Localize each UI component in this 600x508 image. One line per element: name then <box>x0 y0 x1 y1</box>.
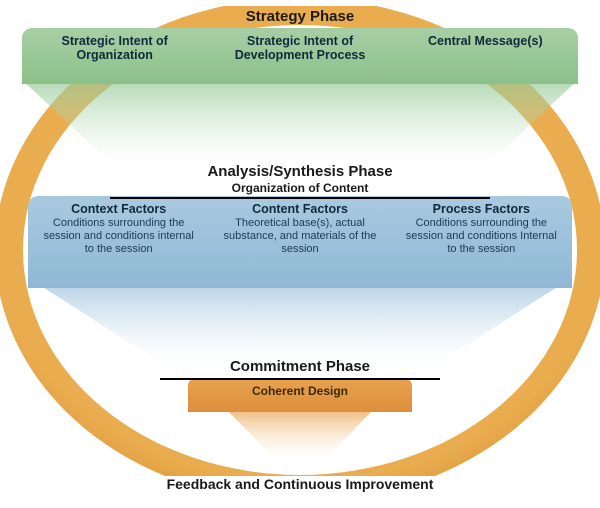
analysis-col-3-title: Process Factors <box>401 202 562 216</box>
analysis-phase-subtitle: Organization of Content <box>232 181 369 195</box>
commitment-divider <box>160 378 440 380</box>
analysis-col-1: Context Factors Conditions surrounding t… <box>28 196 209 255</box>
commitment-band: Coherent Design <box>188 378 412 412</box>
diagram-stage: Strategy Phase Strategic Intent of Organ… <box>0 0 600 508</box>
strategy-col-3: Central Message(s) <box>393 28 578 48</box>
strategy-col-2-title: Strategic Intent of Development Process <box>217 34 382 63</box>
strategy-phase-title: Strategy Phase <box>246 8 354 25</box>
coherent-design-label: Coherent Design <box>188 384 412 398</box>
strategy-band: Strategic Intent of Organization Strateg… <box>22 28 578 84</box>
strategy-col-2: Strategic Intent of Development Process <box>207 28 392 63</box>
commitment-phase-title: Commitment Phase <box>230 358 370 375</box>
analysis-col-2-title: Content Factors <box>219 202 380 216</box>
analysis-col-1-sub: Conditions surrounding the session and c… <box>38 217 199 255</box>
strategy-col-1: Strategic Intent of Organization <box>22 28 207 63</box>
analysis-divider <box>110 197 490 199</box>
strategy-fade <box>22 80 578 162</box>
feedback-label: Feedback and Continuous Improvement <box>167 476 434 492</box>
analysis-fade <box>38 284 562 362</box>
analysis-col-2: Content Factors Theoretical base(s), act… <box>209 196 390 255</box>
strategy-col-1-title: Strategic Intent of Organization <box>32 34 197 63</box>
analysis-phase-title: Analysis/Synthesis Phase <box>207 163 392 180</box>
commitment-fade <box>225 408 375 460</box>
analysis-band: Context Factors Conditions surrounding t… <box>28 196 572 288</box>
analysis-col-1-title: Context Factors <box>38 202 199 216</box>
analysis-col-2-sub: Theoretical base(s), actual substance, a… <box>219 217 380 255</box>
strategy-col-3-title: Central Message(s) <box>403 34 568 48</box>
analysis-col-3: Process Factors Conditions surrounding t… <box>391 196 572 255</box>
analysis-col-3-sub: Conditions surrounding the session and c… <box>401 217 562 255</box>
